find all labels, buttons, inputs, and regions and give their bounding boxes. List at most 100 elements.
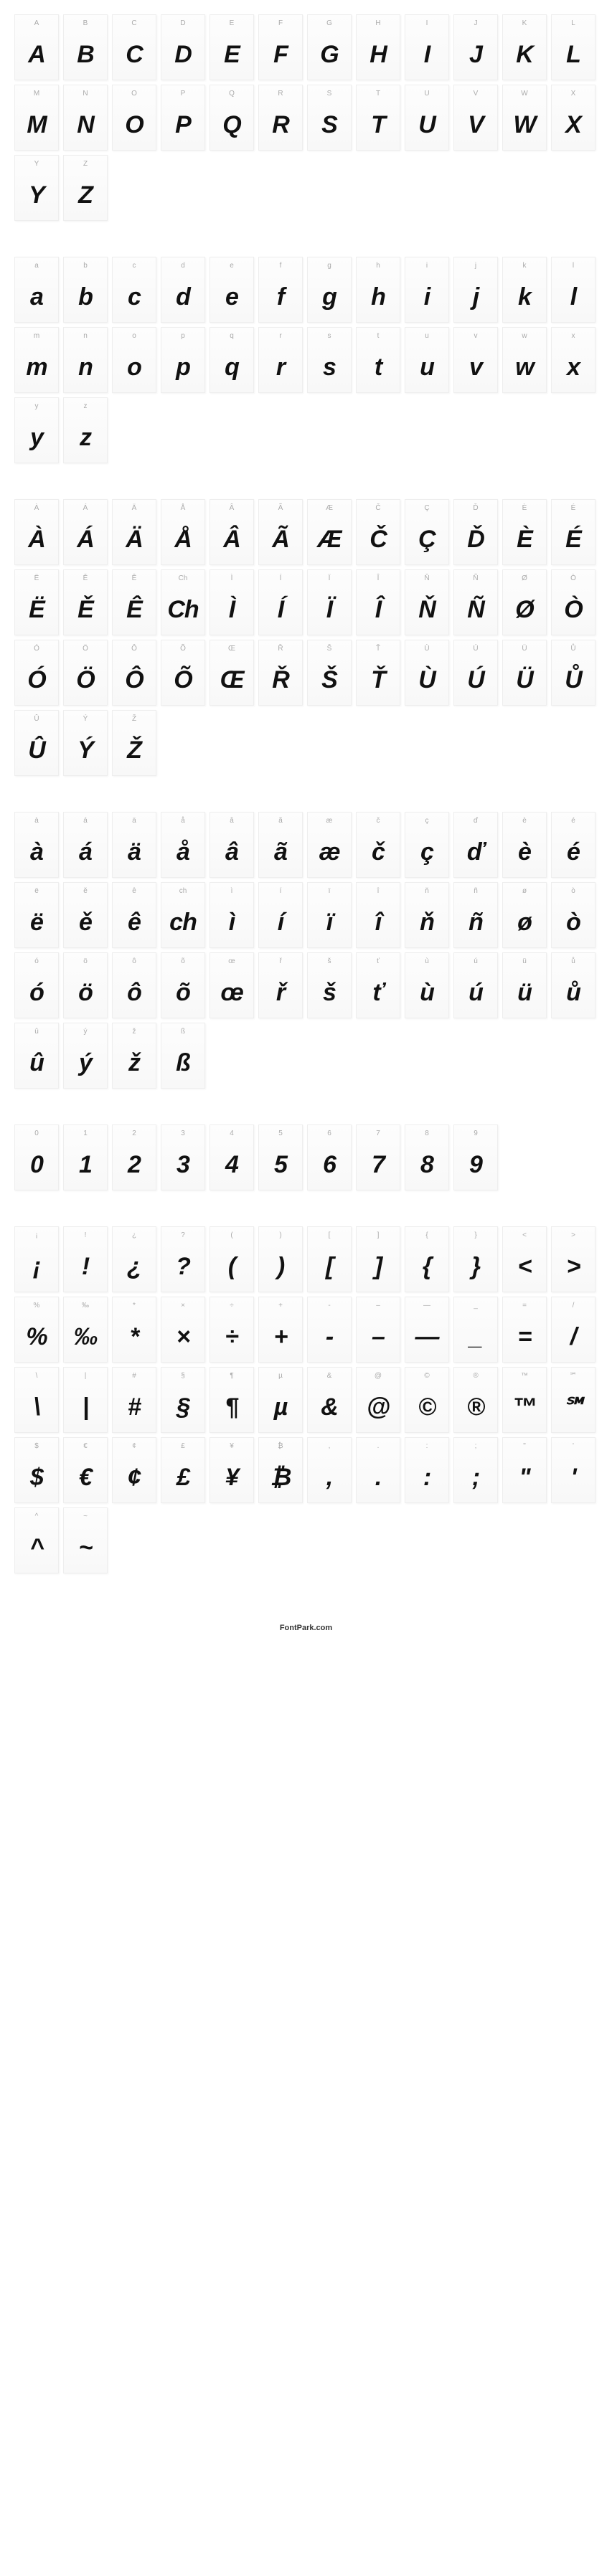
glyph-label: 0 — [34, 1130, 39, 1140]
glyph-char: R — [272, 100, 289, 150]
glyph-cell: ÙÙ — [405, 640, 449, 706]
glyph-cell: šš — [307, 952, 352, 1018]
glyph-cell: $$ — [14, 1437, 59, 1503]
glyph-char: Û — [28, 725, 45, 775]
glyph-cell: êê — [112, 882, 156, 948]
glyph-cell: cc — [112, 257, 156, 323]
glyph-char: a — [30, 272, 43, 322]
glyph-char: É — [565, 514, 581, 564]
glyph-label: é — [571, 817, 575, 827]
glyph-label: œ — [228, 957, 235, 967]
glyph-cell: YY — [14, 155, 59, 221]
glyph-char: ò — [566, 897, 580, 947]
glyph-char: y — [30, 412, 43, 463]
glyph-char: ₿ — [270, 1452, 291, 1502]
glyph-cell: ÁÁ — [63, 499, 108, 565]
glyph-cell: ^^ — [14, 1507, 59, 1573]
glyph-label: : — [426, 1442, 428, 1452]
glyph-char: h — [371, 272, 385, 322]
glyph-cell: pp — [161, 327, 205, 393]
glyph-cell: îî — [356, 882, 400, 948]
glyph-char: Õ — [174, 655, 192, 705]
glyph-label: ß — [181, 1028, 185, 1038]
glyph-char: . — [375, 1452, 381, 1502]
glyph-label: â — [230, 817, 234, 827]
glyph-label: U — [424, 90, 429, 100]
glyph-char: q — [225, 342, 239, 392]
glyph-label: L — [571, 19, 575, 29]
glyph-label: ť — [377, 957, 380, 967]
glyph-char: 1 — [79, 1140, 92, 1190]
glyph-char: © — [418, 1382, 436, 1432]
glyph-cell: bb — [63, 257, 108, 323]
glyph-cell: ßß — [161, 1023, 205, 1089]
glyph-label: N — [83, 90, 88, 100]
glyph-char: ø — [517, 897, 532, 947]
glyph-char: # — [128, 1382, 141, 1432]
glyph-char: d — [176, 272, 190, 322]
glyph-cell: ÜÜ — [502, 640, 547, 706]
glyph-label: I — [426, 19, 428, 29]
glyph-label: ¥ — [230, 1442, 234, 1452]
glyph-char: Ë — [29, 584, 44, 635]
glyph-char: r — [276, 342, 285, 392]
glyph-label: v — [474, 332, 478, 342]
glyph-char: ÷ — [225, 1312, 238, 1362]
glyph-char: é — [567, 827, 580, 877]
glyph-char: ů — [566, 967, 580, 1018]
glyph-cell: vv — [453, 327, 498, 393]
glyph-cell: ** — [112, 1297, 156, 1363]
glyph-label: B — [83, 19, 88, 29]
glyph-char: ù — [420, 967, 434, 1018]
glyph-cell: ÝÝ — [63, 710, 108, 776]
glyph-char: Ů — [565, 655, 582, 705]
glyph-label: — — [423, 1302, 430, 1312]
glyph-label: H — [375, 19, 380, 29]
glyph-char: b — [78, 272, 93, 322]
glyph-label: ? — [181, 1231, 185, 1241]
glyph-cell: zz — [63, 397, 108, 463]
glyph-cell: ÷÷ — [210, 1297, 254, 1363]
glyph-cell: ÍÍ — [258, 569, 303, 635]
glyph-label: | — [85, 1372, 87, 1382]
glyph-cell: €€ — [63, 1437, 108, 1503]
glyph-cell: AA — [14, 14, 59, 80]
glyph-char: € — [79, 1452, 92, 1502]
glyph-label: a — [34, 262, 39, 272]
glyph-char: Ň — [418, 584, 436, 635]
glyph-char: ℠ — [561, 1382, 585, 1432]
glyph-char: : — [423, 1452, 430, 1502]
glyph-label: 6 — [327, 1130, 331, 1140]
glyph-cell: ## — [112, 1367, 156, 1433]
glyph-char: Ř — [272, 655, 289, 705]
glyph-char: < — [518, 1241, 532, 1292]
glyph-cell: íí — [258, 882, 303, 948]
glyph-cell: ¡¡ — [14, 1226, 59, 1292]
glyph-char: w — [515, 342, 533, 392]
glyph-cell: }} — [453, 1226, 498, 1292]
glyph-char: Ú — [467, 655, 484, 705]
glyph-cell: DD — [161, 14, 205, 80]
glyph-label: . — [377, 1442, 380, 1452]
glyph-char: — — [415, 1312, 439, 1362]
glyph-cell: 33 — [161, 1124, 205, 1190]
glyph-section-lower: aabbccddeeffgghhiijjkkllmmnnooppqqrrsstt… — [14, 257, 598, 463]
glyph-char: M — [27, 100, 46, 150]
glyph-label: y — [35, 402, 39, 412]
glyph-char: ñ — [469, 897, 483, 947]
glyph-label: Õ — [180, 645, 186, 655]
glyph-char: § — [176, 1382, 189, 1432]
glyph-label: j — [475, 262, 476, 272]
glyph-label: ~ — [83, 1512, 88, 1523]
glyph-char: ‰ — [74, 1312, 98, 1362]
glyph-label: ø — [522, 887, 527, 897]
glyph-cell: žž — [112, 1023, 156, 1089]
glyph-label: õ — [181, 957, 185, 967]
glyph-char: U — [418, 100, 436, 150]
glyph-label: R — [278, 90, 283, 100]
glyph-cell: yy — [14, 397, 59, 463]
glyph-char: Y — [29, 170, 44, 220]
glyph-char: \ — [34, 1382, 39, 1432]
glyph-char: š — [323, 967, 336, 1018]
glyph-cell: ÓÓ — [14, 640, 59, 706]
